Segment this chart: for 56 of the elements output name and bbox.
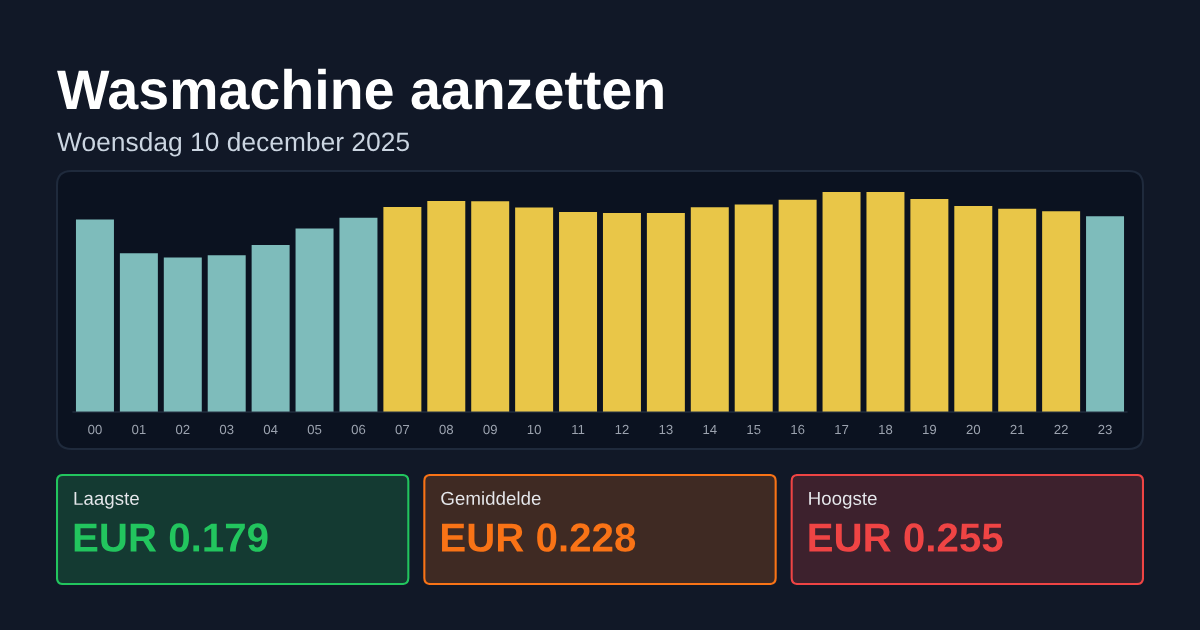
bar xyxy=(295,228,334,412)
bar xyxy=(383,206,422,412)
x-tick-label: 08 xyxy=(439,424,454,435)
x-tick-label: 10 xyxy=(527,424,541,435)
chart-subtitle: Woensdag 10 december 2025 xyxy=(57,131,409,157)
bar xyxy=(778,199,817,412)
x-tick-label: 17 xyxy=(835,424,849,435)
x-tick-label: 05 xyxy=(307,424,322,435)
bar xyxy=(954,206,993,412)
x-tick-label: 23 xyxy=(1098,424,1112,435)
data-label: EUR 0.179 xyxy=(74,523,268,552)
bar xyxy=(866,192,905,412)
bar xyxy=(207,255,246,412)
bar xyxy=(427,201,466,412)
category-label: Hoogste xyxy=(809,491,877,509)
bar xyxy=(559,212,598,412)
bar xyxy=(339,217,378,412)
x-tick-label: 21 xyxy=(1010,424,1024,435)
x-tick-label: 06 xyxy=(351,424,366,435)
category-label: Gemiddelde xyxy=(441,491,541,506)
x-tick-label: 04 xyxy=(263,424,278,435)
bar xyxy=(471,201,510,412)
x-tick-label: 14 xyxy=(703,424,717,435)
bar xyxy=(602,212,641,412)
x-tick-label: 19 xyxy=(923,424,937,435)
x-tick-label: 09 xyxy=(483,424,497,435)
x-tick-label: 07 xyxy=(395,424,410,435)
x-tick-label: 15 xyxy=(747,424,761,435)
x-tick-label: 12 xyxy=(615,424,629,435)
bar xyxy=(251,245,290,412)
bar xyxy=(734,204,773,412)
chart-title: Wasmachine aanzetten xyxy=(57,68,663,110)
bar xyxy=(119,253,158,412)
x-tick-label: 18 xyxy=(879,424,893,435)
bar xyxy=(822,192,861,412)
x-tick-label: 16 xyxy=(791,424,805,435)
bar xyxy=(163,257,202,412)
bar xyxy=(910,199,949,412)
bar xyxy=(515,207,554,412)
bar xyxy=(646,212,685,412)
x-tick-label: 03 xyxy=(219,424,234,435)
x-tick-label: 11 xyxy=(572,424,585,435)
x-tick-label: 02 xyxy=(175,424,190,435)
bar xyxy=(998,208,1037,412)
x-tick-label: 00 xyxy=(88,424,102,435)
x-tick-label: 22 xyxy=(1054,424,1068,435)
x-tick-label: 01 xyxy=(132,424,146,435)
data-label: EUR 0.255 xyxy=(809,523,1003,552)
category-label: Laagste xyxy=(74,491,139,509)
x-tick-label: 20 xyxy=(966,424,981,435)
data-label: EUR 0.228 xyxy=(442,523,636,552)
bar xyxy=(1086,216,1125,412)
bar xyxy=(690,207,729,412)
bar xyxy=(75,219,114,412)
x-tick-label: 13 xyxy=(659,424,673,435)
bar xyxy=(1042,211,1081,412)
